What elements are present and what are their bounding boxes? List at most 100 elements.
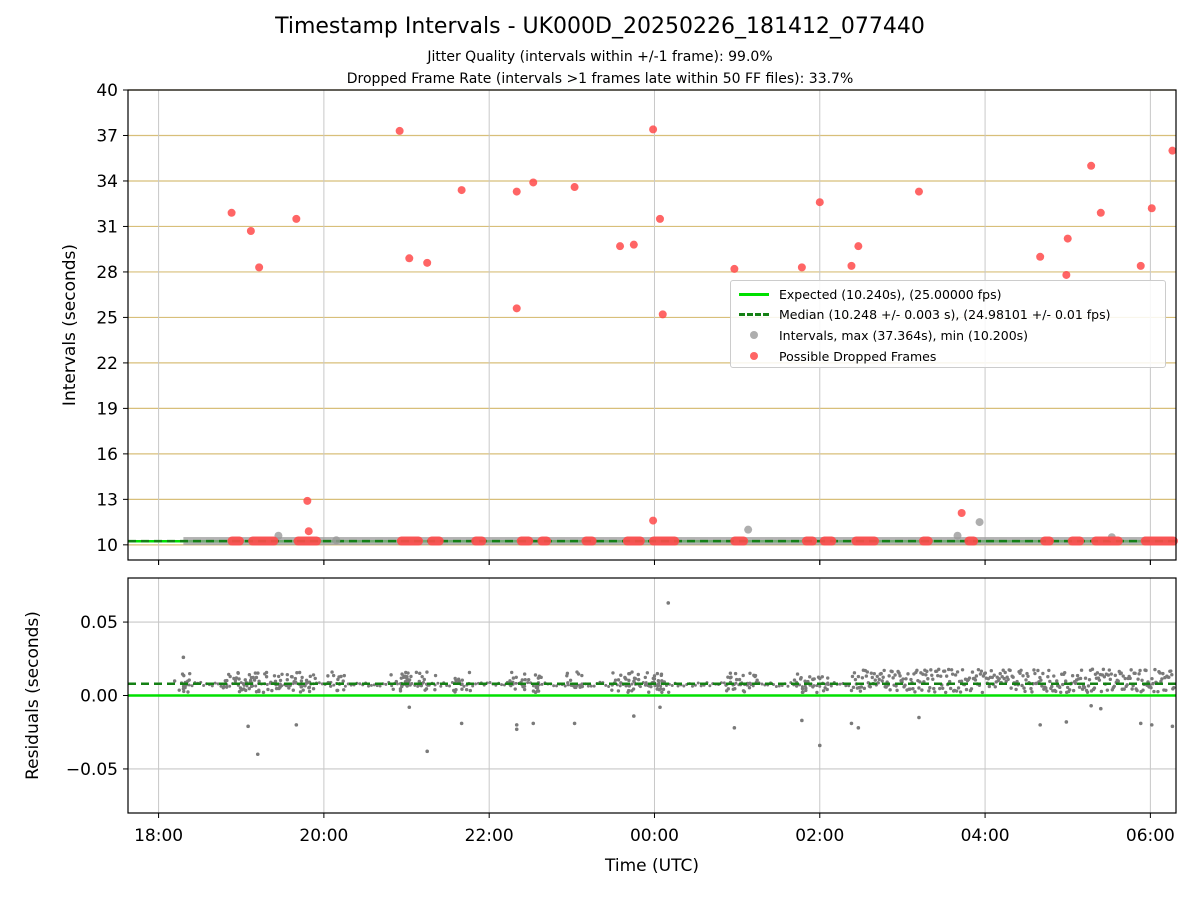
residual-point [342,688,346,692]
residual-point [265,683,269,687]
residual-outlier-point [514,727,519,732]
axes-frame [127,89,1177,561]
residual-point [1033,671,1037,676]
residual-point [1023,689,1027,694]
dropped-frame-point [227,208,236,217]
residual-point [448,684,452,688]
residual-point [645,671,650,675]
residual-point [223,679,228,683]
residuals-panel: −0.05 0.00 0.05 Residuals (seconds) 18:00 20:… [23,577,1177,876]
residual-point [849,688,854,693]
residual-outlier-point [459,721,464,726]
residual-point [343,684,347,688]
dropped-frame-cluster [293,536,322,546]
residual-point [474,682,478,686]
residual-point [439,684,443,688]
residual-point [893,673,897,677]
residual-point [941,686,945,690]
dropped-frame-cluster [801,536,818,546]
residual-outlier-point [572,721,577,726]
residual-point [568,678,573,682]
residual-point [256,671,260,675]
residual-point [1116,679,1120,683]
residual-point [1106,673,1111,677]
residual-point [882,668,886,673]
residual-point [989,669,994,673]
residual-point [589,684,593,688]
residual-point [741,689,746,693]
residual-outlier-point [856,726,861,730]
residual-point [1070,674,1075,678]
residual-point [801,690,805,694]
residual-point [890,669,894,674]
dropped-frame-point [649,125,658,134]
residual-point [862,686,867,691]
residual-point [1001,668,1005,672]
residual-point [865,670,870,674]
residual-point [523,684,527,688]
y-tick-label: 28 [96,263,118,283]
residual-point [1077,685,1082,689]
dropped-frame-point [655,214,664,223]
residual-point [358,682,362,686]
residual-point [974,674,979,678]
residual-point [291,682,295,686]
residual-point [378,684,382,688]
residual-point [1030,690,1034,694]
residual-point [924,673,928,677]
residual-point [188,671,192,676]
residual-point [1002,676,1006,681]
residual-point [565,674,569,678]
dropped-frame-point [658,310,667,319]
residual-point [1125,683,1129,687]
residual-point [213,681,217,685]
dropped-frame-point [292,214,301,223]
residual-point [1036,668,1040,673]
residual-point [887,674,891,678]
residual-point [1014,687,1018,692]
residual-point [1138,668,1142,673]
residual-point [1041,671,1045,676]
residual-point [868,685,873,689]
residual-point [1018,671,1022,675]
residual-point [938,686,942,691]
residual-point [737,677,742,682]
residual-point [186,690,190,694]
residual-point [285,672,290,677]
residual-point [696,681,700,685]
residual-point [1112,684,1116,689]
residual-point [280,672,284,676]
residual-outlier-point [1038,723,1042,727]
dropped-frame-cluster [516,536,534,546]
residual-point [860,676,865,680]
residual-point [1164,688,1168,692]
residual-point [632,676,637,680]
residual-outlier-point [531,721,536,726]
residual-point [816,675,821,679]
residual-point [578,683,582,687]
residual-point [1172,685,1176,690]
dropped-frame-point [1063,234,1072,243]
residual-point [299,679,304,683]
residual-point [535,689,539,693]
dropped-frame-point [457,186,466,195]
residual-point [623,676,627,680]
residual-point [651,676,655,681]
residual-point [1153,667,1157,672]
residual-point [234,676,239,680]
residual-point [1067,688,1072,692]
residual-point [954,689,959,693]
residual-point [926,677,930,681]
residual-point [956,686,961,690]
residual-point [873,678,877,682]
residual-point [929,668,933,672]
residual-point [1078,676,1083,681]
residual-point [616,689,621,693]
residual-point [1085,690,1090,694]
residual-point [818,684,822,688]
residual-point [927,689,931,693]
residual-point [731,687,735,691]
residual-point [1152,689,1156,694]
residual-outlier-point [849,721,854,726]
residual-point [655,671,660,676]
